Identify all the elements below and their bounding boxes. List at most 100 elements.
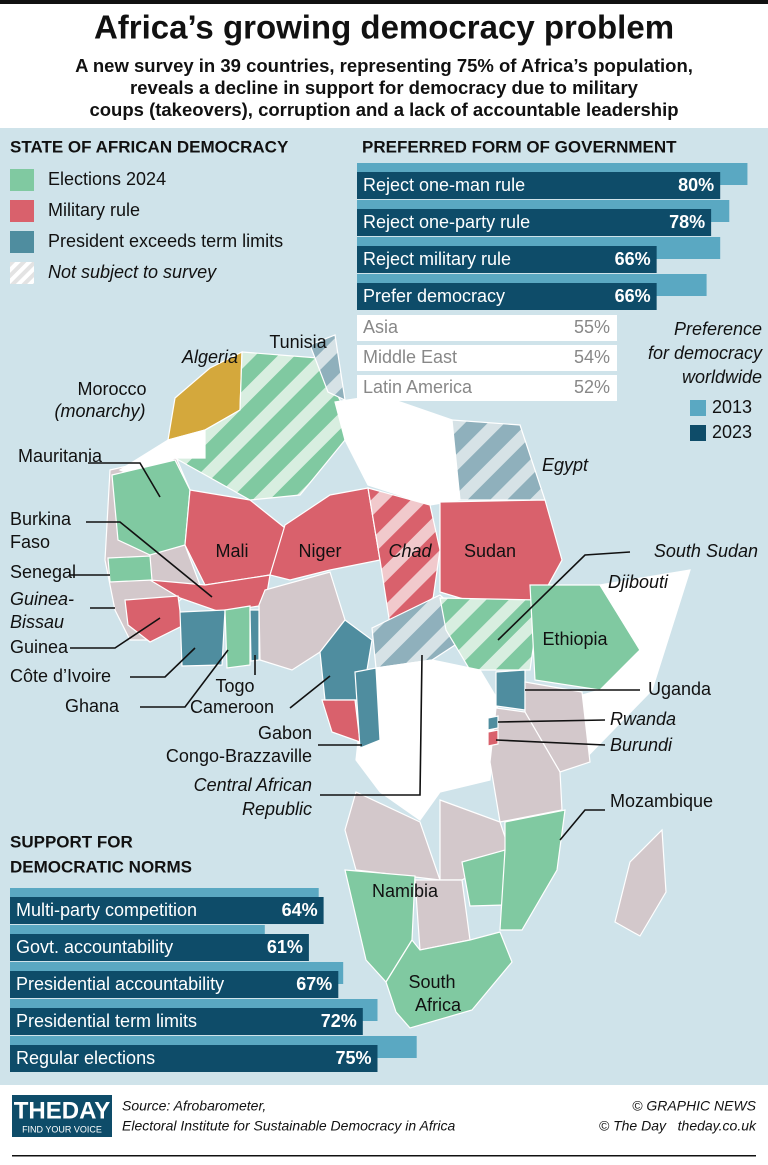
subtitle: A new survey in 39 countries, representi…	[75, 55, 693, 76]
worldwide-title: worldwide	[682, 367, 762, 387]
bar-label: Presidential term limits	[16, 1011, 197, 1031]
country-label: Bissau	[10, 612, 64, 632]
worldwide-row	[357, 315, 617, 341]
legend-swatch	[690, 425, 706, 441]
leader	[289, 675, 331, 709]
country-label: Egypt	[542, 455, 589, 475]
value-label: 78%	[669, 212, 705, 232]
country	[249, 609, 260, 662]
leader-lines	[70, 462, 640, 841]
bar-label: Reject military rule	[363, 249, 511, 269]
country-label: Chad	[388, 541, 432, 561]
leader	[70, 617, 161, 649]
bar-2023	[10, 1045, 378, 1072]
country	[495, 669, 526, 711]
map-labels: Tunisia Algeria Morocco (monarchy) Mauri…	[10, 332, 758, 1015]
worldwide-value: 55%	[574, 317, 610, 337]
bar-label: Govt. accountability	[16, 937, 173, 957]
legend-label: Military rule	[48, 200, 140, 220]
country-label: Djibouti	[608, 572, 669, 592]
country-label: Faso	[10, 532, 50, 552]
source: Electoral Institute for Sustainable Demo…	[122, 1118, 456, 1134]
leader	[88, 462, 161, 498]
legend-swatch	[10, 262, 34, 284]
legend-swatch	[10, 231, 34, 253]
country	[487, 715, 499, 731]
worldwide-row	[357, 375, 617, 401]
leader	[140, 649, 229, 708]
country	[499, 809, 566, 931]
chart-title: DEMOCRATIC NORMS	[10, 857, 192, 876]
legend-label: President exceeds term limits	[48, 231, 283, 251]
value-label: 64%	[282, 900, 318, 920]
value-label: 67%	[296, 974, 332, 994]
country	[354, 667, 381, 749]
country	[179, 609, 226, 667]
logo-tagline: FIND YOUR VOICE	[22, 1124, 102, 1134]
worldwide-label: Latin America	[363, 377, 473, 397]
country	[111, 459, 191, 556]
worldwide-title: Preference	[674, 319, 762, 339]
country-label: Senegal	[10, 562, 76, 582]
country-label: Mauritania	[18, 446, 103, 466]
country	[224, 605, 251, 669]
bar-label: Prefer democracy	[363, 286, 505, 306]
value-label: 66%	[615, 249, 651, 269]
leader	[497, 551, 631, 641]
bar-label: Multi-party competition	[16, 900, 197, 920]
country-label: Central African	[194, 775, 312, 795]
country-label: Ethiopia	[542, 629, 608, 649]
country-label: Côte d’Ivoire	[10, 666, 111, 686]
logo	[12, 1095, 112, 1137]
country-label: Republic	[242, 799, 312, 819]
credit: © The Day theday.co.uk	[599, 1118, 757, 1134]
country	[269, 487, 381, 581]
country-label: Sudan	[464, 541, 516, 561]
value-label: 72%	[321, 1011, 357, 1031]
country	[487, 729, 499, 747]
chart-title: PREFERRED FORM OF GOVERNMENT	[362, 137, 677, 156]
subtitle: reveals a decline in support for democra…	[130, 77, 639, 98]
country-label: Togo	[215, 676, 254, 696]
bar-2023	[357, 209, 712, 236]
legend-label: 2023	[712, 422, 752, 442]
worldwide-value: 52%	[574, 377, 610, 397]
country-label: Congo-Brazzaville	[166, 746, 312, 766]
bar-2023	[10, 934, 309, 961]
country-label: Guinea	[10, 637, 69, 657]
worldwide-label: Asia	[363, 317, 399, 337]
legend-label: Elections 2024	[48, 169, 166, 189]
country-label: Ghana	[65, 696, 120, 716]
country-label: South	[408, 972, 455, 992]
panel	[355, 132, 768, 162]
footer-background	[0, 1086, 768, 1165]
country-label: Niger	[298, 541, 341, 561]
bar-label: Presidential accountability	[16, 974, 224, 994]
value-label: 66%	[615, 286, 651, 306]
country-label: Namibia	[372, 881, 439, 901]
top-rule	[0, 0, 768, 4]
country-label: South Sudan	[654, 541, 758, 561]
credit: © GRAPHIC NEWS	[632, 1098, 757, 1114]
bar-label: Reject one-party rule	[363, 212, 530, 232]
country-label: Guinea-	[10, 589, 74, 609]
legend-swatch	[10, 169, 34, 191]
country	[107, 555, 153, 583]
worldwide-row	[357, 345, 617, 371]
chart-title: SUPPORT FOR	[10, 832, 133, 851]
country-label: Mali	[215, 541, 248, 561]
country-label: Cameroon	[190, 697, 274, 717]
country-label: Burundi	[610, 735, 673, 755]
logo-text: THEDAY	[14, 1097, 110, 1124]
country-label: (monarchy)	[54, 401, 145, 421]
value-label: 80%	[678, 175, 714, 195]
country-label: Morocco	[77, 379, 146, 399]
subtitle: coups (takeovers), corruption and a lack…	[89, 99, 678, 120]
leader	[130, 647, 196, 678]
leader	[497, 719, 606, 723]
title: Africa’s growing democracy problem	[94, 9, 674, 46]
country-label: Gabon	[258, 723, 312, 743]
legend-title: STATE OF AFRICAN DEMOCRACY	[10, 137, 289, 156]
worldwide-value: 54%	[574, 347, 610, 367]
